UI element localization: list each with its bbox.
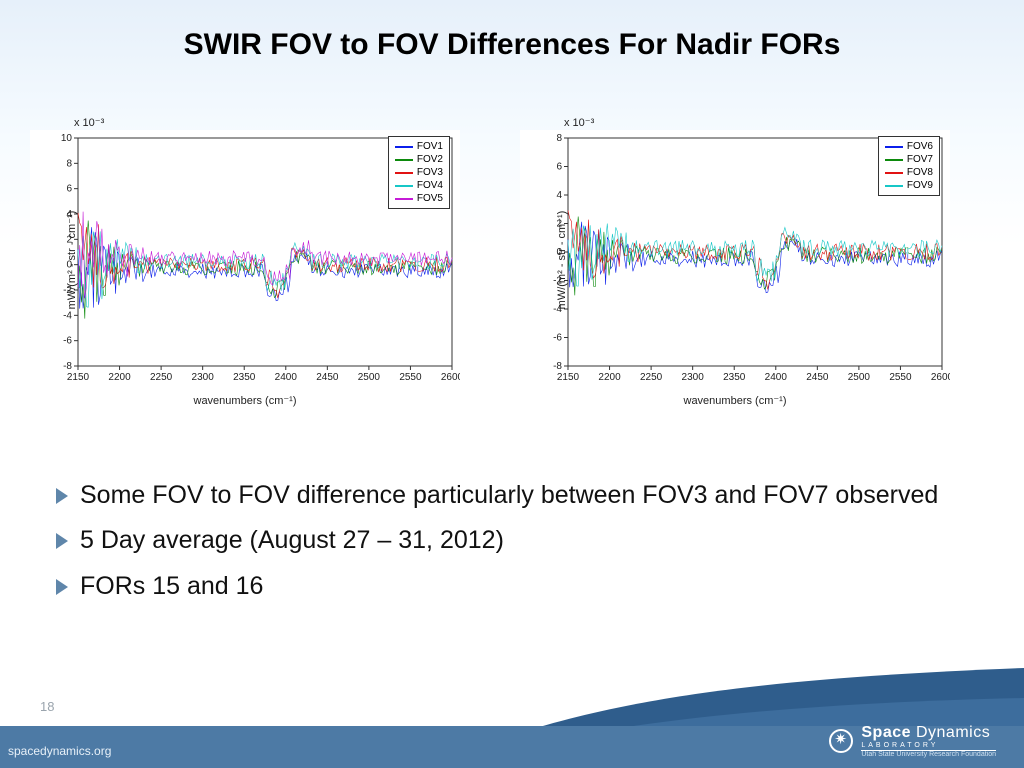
y-exponent: x 10⁻³	[74, 116, 104, 129]
svg-text:6: 6	[556, 162, 562, 173]
legend-item: FOV5	[395, 192, 443, 205]
legend-item: FOV4	[395, 179, 443, 192]
svg-text:2400: 2400	[275, 372, 298, 383]
chart-right: x 10⁻³ mW/(m² - str - cm⁻¹) 215022002250…	[520, 130, 950, 407]
svg-text:2550: 2550	[889, 372, 912, 383]
svg-text:8: 8	[556, 133, 562, 144]
svg-text:6: 6	[66, 184, 72, 195]
bullet-marker-icon	[56, 533, 68, 549]
svg-text:2400: 2400	[765, 372, 788, 383]
logo-icon	[829, 729, 853, 753]
svg-text:2550: 2550	[399, 372, 422, 383]
y-axis-label: mW/(m² - str - cm⁻¹)	[555, 211, 568, 310]
svg-text:8: 8	[66, 158, 72, 169]
svg-text:2300: 2300	[192, 372, 215, 383]
svg-text:2600: 2600	[931, 372, 950, 383]
svg-text:2350: 2350	[233, 372, 256, 383]
bullet-text: 5 Day average (August 27 – 31, 2012)	[80, 525, 504, 556]
bullet-item: FORs 15 and 16	[56, 571, 956, 602]
svg-text:2250: 2250	[640, 372, 663, 383]
x-axis-label: wavenumbers (cm⁻¹)	[520, 394, 950, 407]
legend-item: FOV2	[395, 153, 443, 166]
svg-text:2450: 2450	[806, 372, 829, 383]
footer-logo: Space Dynamics LABORATORY Utah State Uni…	[829, 724, 996, 758]
svg-text:2150: 2150	[557, 372, 580, 383]
y-exponent: x 10⁻³	[564, 116, 594, 129]
svg-text:2350: 2350	[723, 372, 746, 383]
svg-text:2300: 2300	[682, 372, 705, 383]
x-axis-label: wavenumbers (cm⁻¹)	[30, 394, 460, 407]
legend: FOV1FOV2FOV3FOV4FOV5	[388, 136, 450, 209]
bullet-text: Some FOV to FOV difference particularly …	[80, 480, 938, 511]
bullet-item: Some FOV to FOV difference particularly …	[56, 480, 956, 511]
page-number: 18	[40, 699, 54, 714]
svg-text:2500: 2500	[358, 372, 381, 383]
bullet-text: FORs 15 and 16	[80, 571, 263, 602]
chart-left: x 10⁻³ mW/(m² - str - cm⁻¹) 215022002250…	[30, 130, 460, 407]
svg-text:2450: 2450	[316, 372, 339, 383]
footer-url: spacedynamics.org	[8, 744, 111, 758]
legend-item: FOV8	[885, 166, 933, 179]
legend-item: FOV9	[885, 179, 933, 192]
svg-text:-8: -8	[553, 361, 562, 372]
page-title: SWIR FOV to FOV Differences For Nadir FO…	[0, 28, 1024, 62]
svg-text:-6: -6	[553, 333, 562, 344]
svg-text:2250: 2250	[150, 372, 173, 383]
chart-row: x 10⁻³ mW/(m² - str - cm⁻¹) 215022002250…	[30, 130, 990, 407]
svg-text:-4: -4	[63, 310, 72, 321]
svg-text:4: 4	[556, 190, 562, 201]
bullet-list: Some FOV to FOV difference particularly …	[56, 480, 956, 616]
legend-item: FOV3	[395, 166, 443, 179]
svg-text:2500: 2500	[848, 372, 871, 383]
bullet-item: 5 Day average (August 27 – 31, 2012)	[56, 525, 956, 556]
bullet-marker-icon	[56, 488, 68, 504]
bullet-marker-icon	[56, 579, 68, 595]
legend-item: FOV6	[885, 140, 933, 153]
svg-text:2600: 2600	[441, 372, 460, 383]
svg-text:10: 10	[61, 133, 73, 144]
legend-item: FOV1	[395, 140, 443, 153]
legend-item: FOV7	[885, 153, 933, 166]
y-axis-label: mW/(m² - str - cm⁻¹)	[65, 211, 78, 310]
svg-text:2150: 2150	[67, 372, 90, 383]
svg-text:-8: -8	[63, 361, 72, 372]
svg-text:-6: -6	[63, 336, 72, 347]
legend: FOV6FOV7FOV8FOV9	[878, 136, 940, 196]
svg-text:2200: 2200	[598, 372, 621, 383]
svg-text:2200: 2200	[108, 372, 131, 383]
